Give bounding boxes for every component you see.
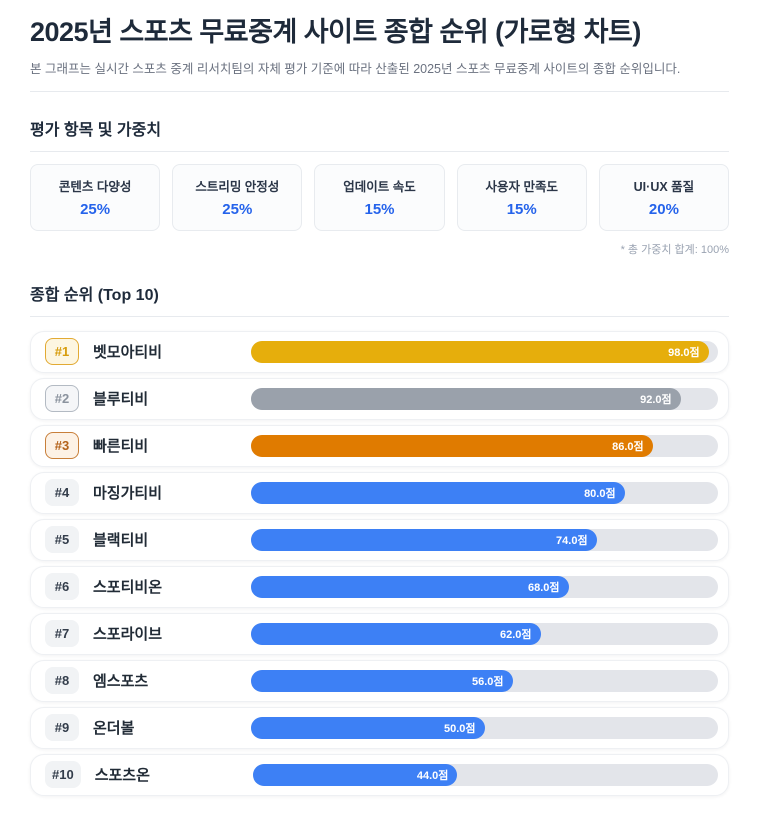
- rank-badge: #1: [45, 338, 79, 366]
- criteria-label: 스트리밍 안정성: [195, 179, 280, 194]
- score-bar-fill: 50.0점: [251, 716, 485, 739]
- score-bar-fill: 56.0점: [251, 669, 513, 692]
- criteria-section-heading: 평가 항목 및 가중치: [30, 116, 729, 152]
- rank-badge: #4: [45, 479, 79, 507]
- score-bar-track: 86.0점: [251, 434, 718, 457]
- rank-badge: #6: [45, 573, 79, 601]
- ranking-row: #6 스포티비온 68.0점: [30, 565, 729, 608]
- criteria-weight-value: 15%: [506, 200, 537, 218]
- score-bar-fill: 68.0점: [251, 575, 569, 598]
- rank-badge: #10: [45, 761, 81, 789]
- rank-badge: #3: [45, 432, 79, 460]
- ranking-row: #3 빠른티비 86.0점: [30, 424, 729, 467]
- site-name: 블루티비: [93, 391, 149, 409]
- header-divider: [30, 90, 729, 92]
- score-bar-track: 50.0점: [251, 716, 718, 739]
- score-label: 56.0점: [471, 675, 504, 688]
- criteria-label: 사용자 만족도: [485, 179, 558, 194]
- rank-badge: #5: [45, 526, 79, 554]
- score-label: 74.0점: [556, 534, 588, 547]
- criteria-footnote: * 총 가중치 합계: 100%: [620, 243, 729, 256]
- criteria-card: 스트리밍 안정성 25%: [172, 163, 303, 231]
- score-bar-track: 98.0점: [251, 340, 718, 363]
- criteria-weight-value: 15%: [364, 200, 395, 218]
- score-bar-track: 56.0점: [251, 669, 718, 692]
- criteria-card: 콘텐츠 다양성 25%: [30, 163, 161, 231]
- score-label: 44.0점: [416, 769, 449, 782]
- score-label: 92.0점: [640, 393, 672, 406]
- ranking-section-heading: 종합 순위 (Top 10): [30, 281, 729, 317]
- score-bar-fill: 86.0점: [251, 434, 653, 457]
- criteria-weight-value: 20%: [648, 200, 679, 218]
- criteria-weight-value: 25%: [80, 200, 111, 218]
- score-label: 86.0점: [612, 440, 644, 453]
- score-label: 68.0점: [528, 581, 560, 594]
- site-name: 스포츠온: [94, 767, 150, 785]
- criteria-label: UI·UX 품질: [633, 179, 695, 194]
- score-bar-fill: 44.0점: [252, 763, 458, 786]
- criteria-card: 업데이트 속도 15%: [314, 163, 445, 231]
- ranking-row: #8 엠스포츠 56.0점: [30, 659, 729, 702]
- score-bar-fill: 80.0점: [251, 481, 625, 504]
- page-title: 2025년 스포츠 무료중계 사이트 종합 순위 (가로형 차트): [30, 17, 641, 47]
- score-bar-fill: 98.0점: [251, 340, 709, 363]
- score-label: 98.0점: [668, 346, 700, 359]
- criteria-label: 콘텐츠 다양성: [58, 179, 132, 194]
- score-label: 62.0점: [500, 628, 532, 641]
- criteria-card: 사용자 만족도 15%: [456, 163, 587, 231]
- ranking-row: #2 블루티비 92.0점: [30, 377, 729, 420]
- ranking-list: #1 벳모아티비 98.0점 #2 블루티비 92.0점 #3 빠른티비 86.…: [30, 330, 729, 796]
- page-subtitle: 본 그래프는 실시간 스포츠 중계 리서치팀의 자체 평가 기준에 따라 산출된…: [30, 61, 681, 76]
- score-label: 80.0점: [584, 487, 616, 500]
- site-name: 블랙티비: [93, 532, 149, 550]
- ranking-row: #9 온더볼 50.0점: [30, 706, 729, 749]
- site-name: 온더볼: [93, 720, 135, 738]
- criteria-card: UI·UX 품질 20%: [598, 163, 730, 231]
- rank-badge: #7: [45, 620, 79, 648]
- score-bar-fill: 74.0점: [251, 528, 597, 551]
- score-bar-track: 74.0점: [251, 528, 718, 551]
- ranking-row: #5 블랙티비 74.0점: [30, 518, 729, 561]
- rank-badge: #8: [45, 667, 79, 695]
- ranking-row: #7 스포라이브 62.0점: [30, 612, 729, 655]
- rank-badge: #9: [45, 714, 79, 742]
- score-bar-fill: 92.0점: [251, 387, 681, 410]
- score-bar-track: 80.0점: [251, 481, 718, 504]
- site-name: 벳모아티비: [93, 344, 163, 362]
- score-label: 50.0점: [443, 722, 476, 735]
- ranking-row: #10 스포츠온 44.0점: [30, 753, 729, 796]
- criteria-card-list: 콘텐츠 다양성 25% 스트리밍 안정성 25% 업데이트 속도 15% 사용자…: [30, 163, 730, 231]
- score-bar-track: 44.0점: [252, 763, 718, 786]
- ranking-row: #4 마징가티비 80.0점: [30, 471, 729, 514]
- score-bar-track: 68.0점: [251, 575, 718, 598]
- site-name: 스포라이브: [93, 626, 163, 644]
- ranking-row: #1 벳모아티비 98.0점: [30, 330, 729, 373]
- criteria-label: 업데이트 속도: [343, 179, 416, 194]
- site-name: 엠스포츠: [93, 673, 149, 691]
- criteria-weight-value: 25%: [222, 200, 253, 218]
- site-name: 마징가티비: [93, 485, 163, 503]
- site-name: 스포티비온: [93, 579, 163, 597]
- score-bar-fill: 62.0점: [251, 622, 541, 645]
- score-bar-track: 92.0점: [251, 387, 718, 410]
- rank-badge: #2: [45, 385, 79, 413]
- site-name: 빠른티비: [93, 438, 149, 456]
- score-bar-track: 62.0점: [251, 622, 718, 645]
